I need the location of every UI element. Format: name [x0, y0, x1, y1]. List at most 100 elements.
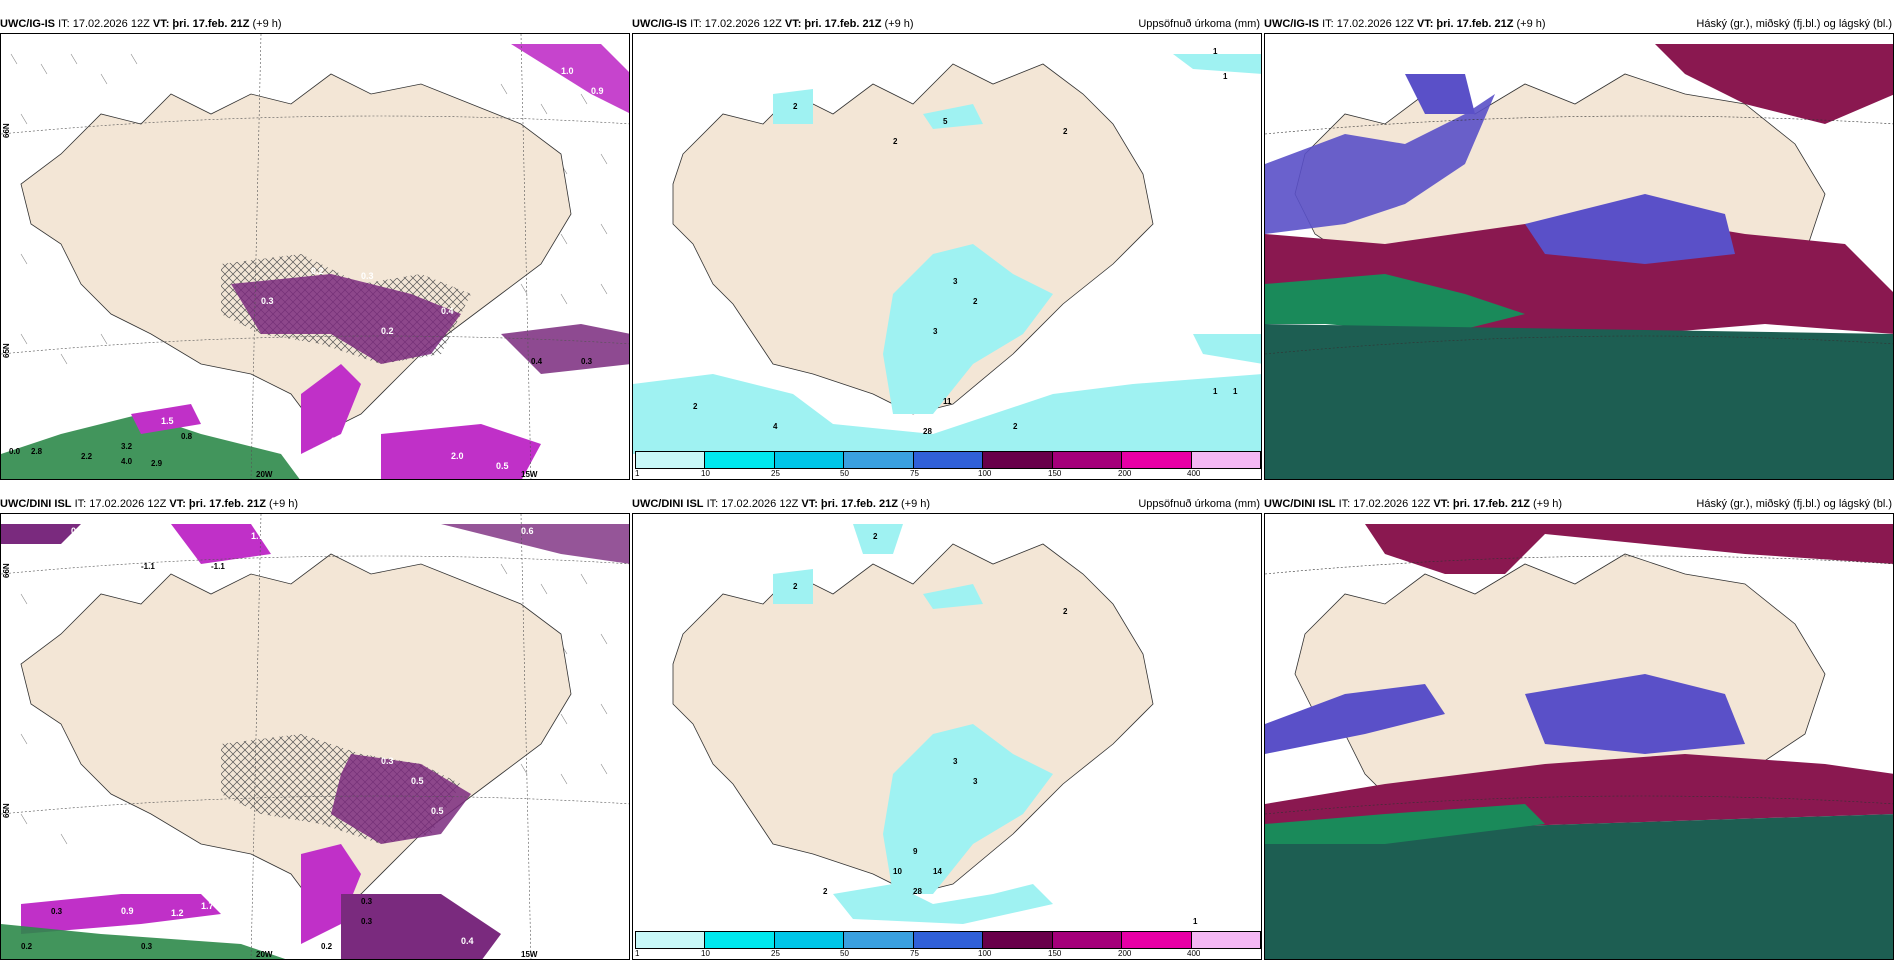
wind-value: 0.6 [521, 526, 534, 536]
cloud-map[interactable] [1264, 513, 1894, 960]
precip-value: 4 [773, 422, 778, 431]
valid-time-label: VT: [169, 498, 186, 510]
precip-value: 28 [913, 887, 922, 896]
model-name: UWC/IG-IS [0, 18, 55, 30]
legend-tick: 1 [635, 469, 640, 478]
precip-value: 2 [893, 137, 898, 146]
legend-tick: 400 [1187, 949, 1201, 958]
model-name: UWC/DINI ISL [1264, 498, 1336, 510]
precip-value: 1 [1233, 387, 1238, 396]
issue-time: IT: 17.02.2026 12Z [706, 498, 799, 510]
valid-time-label: VT: [801, 498, 818, 510]
panel-header: UWC/DINI ISL IT: 17.02.2026 12Z VT: þri.… [1264, 495, 1894, 513]
issue-time: IT: 17.02.2026 12Z [1322, 18, 1414, 30]
wind-value: 0.0 [9, 447, 21, 456]
wind-value: 2.0 [451, 451, 464, 461]
wind-value: 1.5 [161, 416, 174, 426]
wind-value: 2.2 [81, 452, 93, 461]
cloud-title: Háský (gr.), miðský (fj.bl.) og lágský (… [1696, 18, 1892, 30]
wind-value: 1.0 [561, 66, 574, 76]
wind-value: 0.3 [51, 907, 63, 916]
wind-panel-bottom: UWC/DINI ISL IT: 17.02.2026 12Z VT: þri.… [0, 495, 630, 960]
wind-value: 0.2 [381, 326, 394, 336]
legend-swatch [913, 452, 984, 468]
legend-swatch [1191, 452, 1260, 468]
precip-value: 28 [923, 427, 932, 436]
legend-tick: 50 [840, 949, 849, 958]
precip-value: 3 [933, 327, 938, 336]
cloud-map[interactable] [1264, 33, 1894, 480]
precip-value: 2 [1013, 422, 1018, 431]
panel-header: UWC/IG-IS IT: 17.02.2026 12Z VT: þri. 17… [1264, 15, 1894, 33]
precip-legend: 1 10 25 50 75 100 150 200 400 [633, 451, 1261, 479]
legend-tick: 150 [1048, 469, 1062, 478]
wind-value: 0.4 [441, 306, 454, 316]
wind-panel-top: UWC/IG-IS IT: 17.02.2026 12Z VT: þri. 17… [0, 15, 630, 480]
issue-time: IT: 17.02.2026 12Z [1338, 498, 1431, 510]
legend-colorbar [635, 451, 1261, 469]
wind-value: 1.7 [251, 531, 264, 541]
valid-time: þri. 17.feb. 21Z [804, 18, 882, 30]
legend-tick: 100 [978, 949, 992, 958]
legend-swatch [983, 452, 1053, 468]
wind-value: 0.5 [411, 776, 424, 786]
wind-value: 0.4 [531, 357, 543, 366]
precip-value: 2 [973, 297, 978, 306]
precip-value: 1 [1213, 47, 1218, 56]
wind-map[interactable]: 66N 65N 20W 15W 0.2 0.3 0.3 0.4 0.2 0.4 … [0, 33, 630, 480]
legend-swatch [636, 932, 706, 948]
valid-time: þri. 17.feb. 21Z [188, 498, 266, 510]
lon-label: 20W [256, 950, 273, 959]
wind-value: 0.3 [361, 271, 374, 281]
wind-value: 0.8 [561, 926, 574, 936]
wind-value: 2.9 [151, 459, 163, 468]
wind-value: 0.4 [461, 936, 474, 946]
cloud-panel-bottom: UWC/DINI ISL IT: 17.02.2026 12Z VT: þri.… [1264, 495, 1894, 960]
lon-label: 15W [521, 470, 538, 479]
lead-time: (+9 h) [269, 498, 299, 510]
model-name: UWC/IG-IS [632, 18, 687, 30]
lat-label: 66N [2, 563, 11, 578]
legend-swatch [844, 932, 914, 948]
cloud-panel-top: UWC/IG-IS IT: 17.02.2026 12Z VT: þri. 17… [1264, 15, 1894, 480]
legend-ticks: 1 10 25 50 75 100 150 200 400 [635, 469, 1261, 479]
wind-value: 0.3 [381, 756, 394, 766]
wind-value: 0.2 [21, 942, 33, 951]
model-name: UWC/DINI ISL [0, 498, 72, 510]
wind-value: -1.1 [141, 562, 155, 571]
wind-value: 0.2 [321, 942, 333, 951]
precip-value: 3 [953, 757, 958, 766]
legend-tick: 75 [910, 469, 919, 478]
legend-swatch [1191, 932, 1260, 948]
legend-tick: 1 [635, 949, 640, 958]
valid-time: þri. 17.feb. 21Z [172, 18, 250, 30]
wind-map[interactable]: 66N 65N 20W 15W 0.4 1.7 -1.1 -1.1 0.6 0.… [0, 513, 630, 960]
wind-value: 3.8 [331, 436, 344, 446]
valid-time-label: VT: [784, 18, 802, 30]
legend-tick: 50 [840, 469, 849, 478]
legend-swatch [774, 452, 845, 468]
wind-value: -1.1 [211, 562, 225, 571]
precip-panel-top: UWC/IG-IS IT: 17.02.2026 12Z VT: þri. 17… [632, 15, 1262, 480]
wind-value: 1.7 [201, 901, 214, 911]
wind-value: 0.9 [121, 906, 134, 916]
precip-value: 2 [1063, 127, 1068, 136]
wind-value: 2.8 [31, 447, 43, 456]
precip-value: 9 [913, 847, 918, 856]
panel-header: UWC/DINI ISL IT: 17.02.2026 12Z VT: þri.… [0, 495, 630, 513]
precip-value: 1 [1193, 917, 1198, 926]
lat-label: 65N [2, 343, 11, 358]
wind-value: 0.3 [581, 357, 593, 366]
precip-value: 3 [973, 777, 978, 786]
issue-time: IT: 17.02.2026 12Z [58, 18, 150, 30]
cloud-title: Háský (gr.), miðský (fj.bl.) og lágský (… [1696, 498, 1892, 510]
wind-value: 0.9 [601, 938, 614, 948]
legend-tick: 400 [1187, 469, 1201, 478]
legend-swatch [705, 932, 775, 948]
lead-time: (+9 h) [252, 18, 282, 30]
legend-swatch [705, 452, 775, 468]
wind-value: 0.5 [496, 461, 509, 471]
precip-map[interactable]: 2 3 3 9 10 14 28 2 2 2 1 [632, 513, 1262, 960]
precip-map[interactable]: 3 2 3 11 28 4 2 2 1 1 2 2 5 2 1 1 [632, 33, 1262, 480]
panel-header: UWC/DINI ISL IT: 17.02.2026 12Z VT: þri.… [632, 495, 1262, 513]
